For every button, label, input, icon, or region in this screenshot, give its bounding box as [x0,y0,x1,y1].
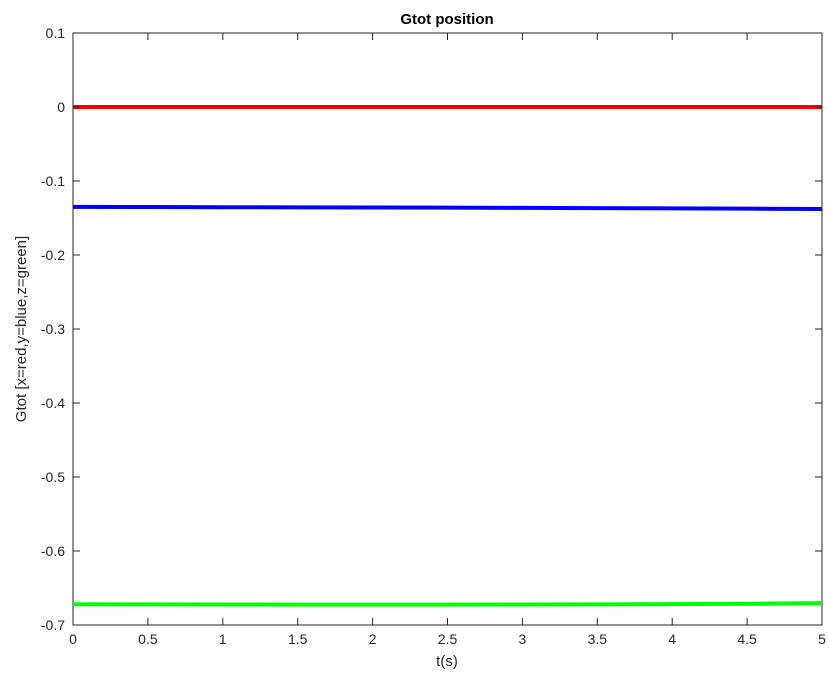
y-tick-label: -0.3 [41,321,65,337]
x-axis-ticks: 0 0.5 1 1.5 2 2.5 3 3.5 4 4.5 5 [69,33,826,647]
plot-frame [72,32,823,626]
x-tick-label: 2.5 [438,631,458,647]
series-line-z-green [72,601,823,607]
plot-area [72,32,823,626]
y-axis-ticks: -0.7 -0.6 -0.5 -0.4 -0.3 -0.2 -0.1 0 0.1 [41,25,822,633]
y-tick-label: -0.2 [41,247,65,263]
x-tick-label: 2 [369,631,377,647]
x-axis-label: t(s) [436,653,458,670]
y-tick-label: -0.7 [41,617,65,633]
x-tick-label: 0 [69,631,77,647]
x-tick-label: 3 [519,631,527,647]
y-tick-label: -0.5 [41,469,65,485]
x-tick-label: 3.5 [588,631,608,647]
series-line-y-blue [72,204,823,211]
x-tick-label: 4.5 [737,631,757,647]
x-tick-label: 0.5 [138,631,158,647]
x-tick-label: 1 [219,631,227,647]
y-tick-label: -0.1 [41,173,65,189]
x-tick-label: 5 [818,631,826,647]
y-tick-label: 0.1 [46,25,66,41]
y-tick-label: -0.6 [41,543,65,559]
series-layer [72,105,823,607]
x-tick-label: 4 [668,631,676,647]
y-axis-label: Gtot [x=red,y=blue,z=green] [13,236,30,422]
chart-title: Gtot position [400,11,493,28]
y-tick-label: -0.4 [41,395,65,411]
x-tick-label: 1.5 [288,631,308,647]
y-tick-label: 0 [57,99,65,115]
